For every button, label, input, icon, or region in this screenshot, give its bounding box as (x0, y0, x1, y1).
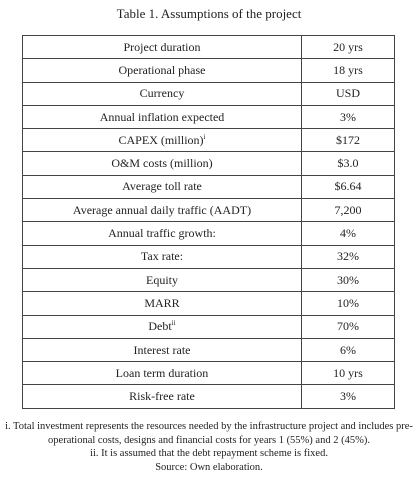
row-label: Average toll rate (122, 179, 202, 194)
table-row: Loan term duration 10 yrs (22, 361, 395, 386)
notes: i. Total investment represents the resou… (4, 420, 414, 474)
table-row: Tax rate: 32% (22, 244, 395, 269)
row-label: Currency (139, 86, 185, 101)
table-row: Annual traffic growth: 4% (22, 221, 395, 246)
row-label-cell: Average annual daily traffic (AADT) (22, 198, 302, 223)
row-value: 4% (301, 221, 395, 246)
row-value: 70% (301, 314, 395, 339)
table-row: Annual inflation expected 3% (22, 104, 395, 130)
table-row: Average annual daily traffic (AADT) 7,200 (22, 198, 395, 223)
row-value: 20 yrs (301, 34, 395, 60)
row-label: Loan term duration (115, 365, 209, 380)
row-value: 3% (301, 384, 395, 409)
row-label: Annual traffic growth: (108, 226, 216, 241)
row-label-cell: Project duration (22, 34, 302, 60)
note: ii. It is assumed that the debt repaymen… (90, 448, 328, 459)
table-row: CAPEX (million)i $172 (22, 128, 395, 153)
note: i. Total investment represents the resou… (5, 421, 413, 446)
row-value: 18 yrs (301, 58, 395, 83)
row-label: O&M costs (million) (111, 156, 213, 171)
table-row: Equity 30% (22, 267, 395, 293)
row-label-cell: CAPEX (million)i (22, 128, 302, 153)
table-row: Currency USD (22, 81, 395, 106)
row-label-cell: Average toll rate (22, 174, 302, 200)
row-label-cell: MARR (22, 291, 302, 316)
row-label: CAPEX (million) (118, 132, 204, 147)
row-label: Project duration (123, 39, 201, 54)
row-label: Tax rate: (140, 249, 184, 264)
row-label-cell: Operational phase (22, 58, 302, 83)
row-label-cell: O&M costs (million) (22, 151, 302, 176)
table-title: Table 1. Assumptions of the project (116, 6, 302, 21)
row-label-cell: Annual inflation expected (22, 104, 302, 130)
row-value: 7,200 (301, 198, 395, 223)
table-row: Average toll rate $6.64 (22, 174, 395, 200)
row-value: 30% (301, 267, 395, 293)
row-value: 10% (301, 291, 395, 316)
table-row: Risk-free rate 3% (22, 384, 395, 409)
row-value: $6.64 (301, 174, 395, 200)
row-label-cell: Debtii (22, 314, 302, 339)
table-row: MARR 10% (22, 291, 395, 316)
row-label-cell: Equity (22, 267, 302, 293)
row-label: Average annual daily traffic (AADT) (72, 202, 252, 217)
row-label: Equity (146, 272, 178, 287)
row-label-cell: Currency (22, 81, 302, 106)
table-row: O&M costs (million) $3.0 (22, 151, 395, 176)
row-label-cell: Annual traffic growth: (22, 221, 302, 246)
row-value: 32% (301, 244, 395, 269)
row-label: Operational phase (118, 62, 206, 77)
table-row: Project duration 20 yrs (22, 34, 395, 60)
row-value: 3% (301, 104, 395, 130)
table-row: Debtii 70% (22, 314, 395, 339)
row-label-cell: Interest rate (22, 337, 302, 363)
row-label-cell: Risk-free rate (22, 384, 302, 409)
row-label-cell: Tax rate: (22, 244, 302, 269)
row-label: MARR (144, 295, 180, 310)
row-value: 6% (301, 337, 395, 363)
footnote-ref: ii (171, 319, 176, 328)
table-row: Interest rate 6% (22, 337, 395, 363)
row-value: $3.0 (301, 151, 395, 176)
row-label: Debt (148, 319, 172, 334)
note: Source: Own elaboration. (155, 461, 263, 473)
row-label: Annual inflation expected (99, 109, 225, 124)
footnote-ref: i (203, 132, 206, 141)
row-label: Interest rate (133, 342, 191, 357)
row-label: Risk-free rate (129, 389, 195, 404)
row-value: USD (301, 81, 395, 106)
row-label-cell: Loan term duration (22, 361, 302, 386)
row-value: 10 yrs (301, 361, 395, 386)
table-row: Operational phase 18 yrs (22, 58, 395, 83)
assumptions-table: Project duration 20 yrs Operational phase 1… (22, 34, 395, 409)
row-value: $172 (301, 128, 395, 153)
